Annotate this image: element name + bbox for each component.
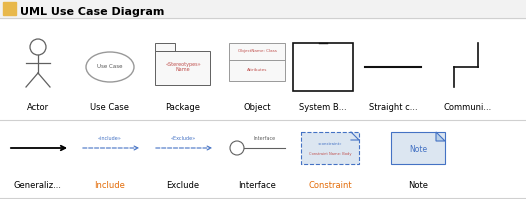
- FancyBboxPatch shape: [391, 132, 445, 164]
- Text: Communi...: Communi...: [444, 102, 492, 111]
- Text: «include»: «include»: [98, 136, 122, 140]
- Bar: [293, 43, 353, 91]
- Text: Package: Package: [166, 102, 200, 111]
- Bar: [155, 51, 210, 85]
- Text: «Stereotypes»
Name: «Stereotypes» Name: [165, 62, 201, 72]
- Bar: [155, 43, 175, 51]
- Text: Include: Include: [95, 180, 125, 189]
- Text: Constraint: Constraint: [308, 180, 352, 189]
- Polygon shape: [436, 132, 445, 141]
- Bar: [0, 0, 526, 18]
- Text: Use Case: Use Case: [90, 102, 129, 111]
- Text: Object: Object: [243, 102, 271, 111]
- Text: «Exclude»: «Exclude»: [170, 136, 196, 140]
- Text: Actor: Actor: [27, 102, 49, 111]
- Text: ObjectName: Class: ObjectName: Class: [238, 49, 277, 53]
- Text: Straight c...: Straight c...: [369, 102, 417, 111]
- Bar: [3, 2, 16, 15]
- Text: Note: Note: [408, 180, 428, 189]
- Text: UML Use Case Diagram: UML Use Case Diagram: [20, 7, 164, 17]
- Text: Constraint Name: Body: Constraint Name: Body: [309, 152, 351, 156]
- Text: Generaliz...: Generaliz...: [14, 180, 62, 189]
- Text: Exclude: Exclude: [166, 180, 199, 189]
- Text: Attributes: Attributes: [247, 68, 267, 72]
- Text: Note: Note: [409, 145, 427, 154]
- Text: Use Case: Use Case: [97, 64, 123, 69]
- Text: System B...: System B...: [299, 102, 347, 111]
- Text: Interface: Interface: [254, 137, 276, 141]
- Text: Interface: Interface: [238, 180, 276, 189]
- Text: «constraint»: «constraint»: [318, 142, 342, 146]
- Bar: [229, 43, 285, 81]
- FancyBboxPatch shape: [301, 132, 359, 164]
